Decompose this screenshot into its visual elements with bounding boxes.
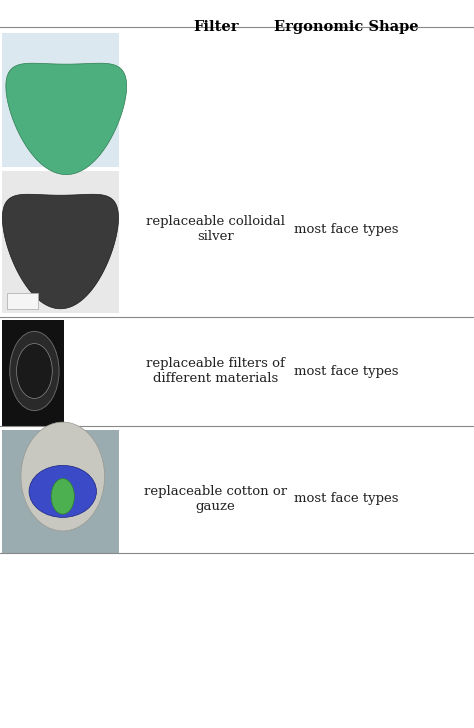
Polygon shape	[2, 194, 118, 309]
Text: most face types: most face types	[294, 223, 398, 236]
Text: replaceable filters of
different materials: replaceable filters of different materia…	[146, 357, 285, 385]
Ellipse shape	[21, 422, 105, 531]
Text: replaceable cotton or
gauze: replaceable cotton or gauze	[144, 485, 287, 513]
Bar	[7, 293, 38, 309]
Ellipse shape	[17, 344, 52, 398]
Bar	[2, 320, 64, 426]
Text: Filter: Filter	[193, 20, 238, 34]
Polygon shape	[6, 63, 127, 175]
Text: replaceable colloidal
silver: replaceable colloidal silver	[146, 215, 285, 243]
Bar	[2, 430, 118, 553]
Bar	[2, 33, 118, 167]
Ellipse shape	[10, 331, 59, 411]
Text: most face types: most face types	[294, 365, 398, 378]
Circle shape	[51, 478, 74, 514]
Bar	[2, 171, 118, 313]
Text: most face types: most face types	[294, 492, 398, 505]
Text: Ergonomic Shape: Ergonomic Shape	[273, 20, 419, 34]
Ellipse shape	[29, 465, 96, 518]
